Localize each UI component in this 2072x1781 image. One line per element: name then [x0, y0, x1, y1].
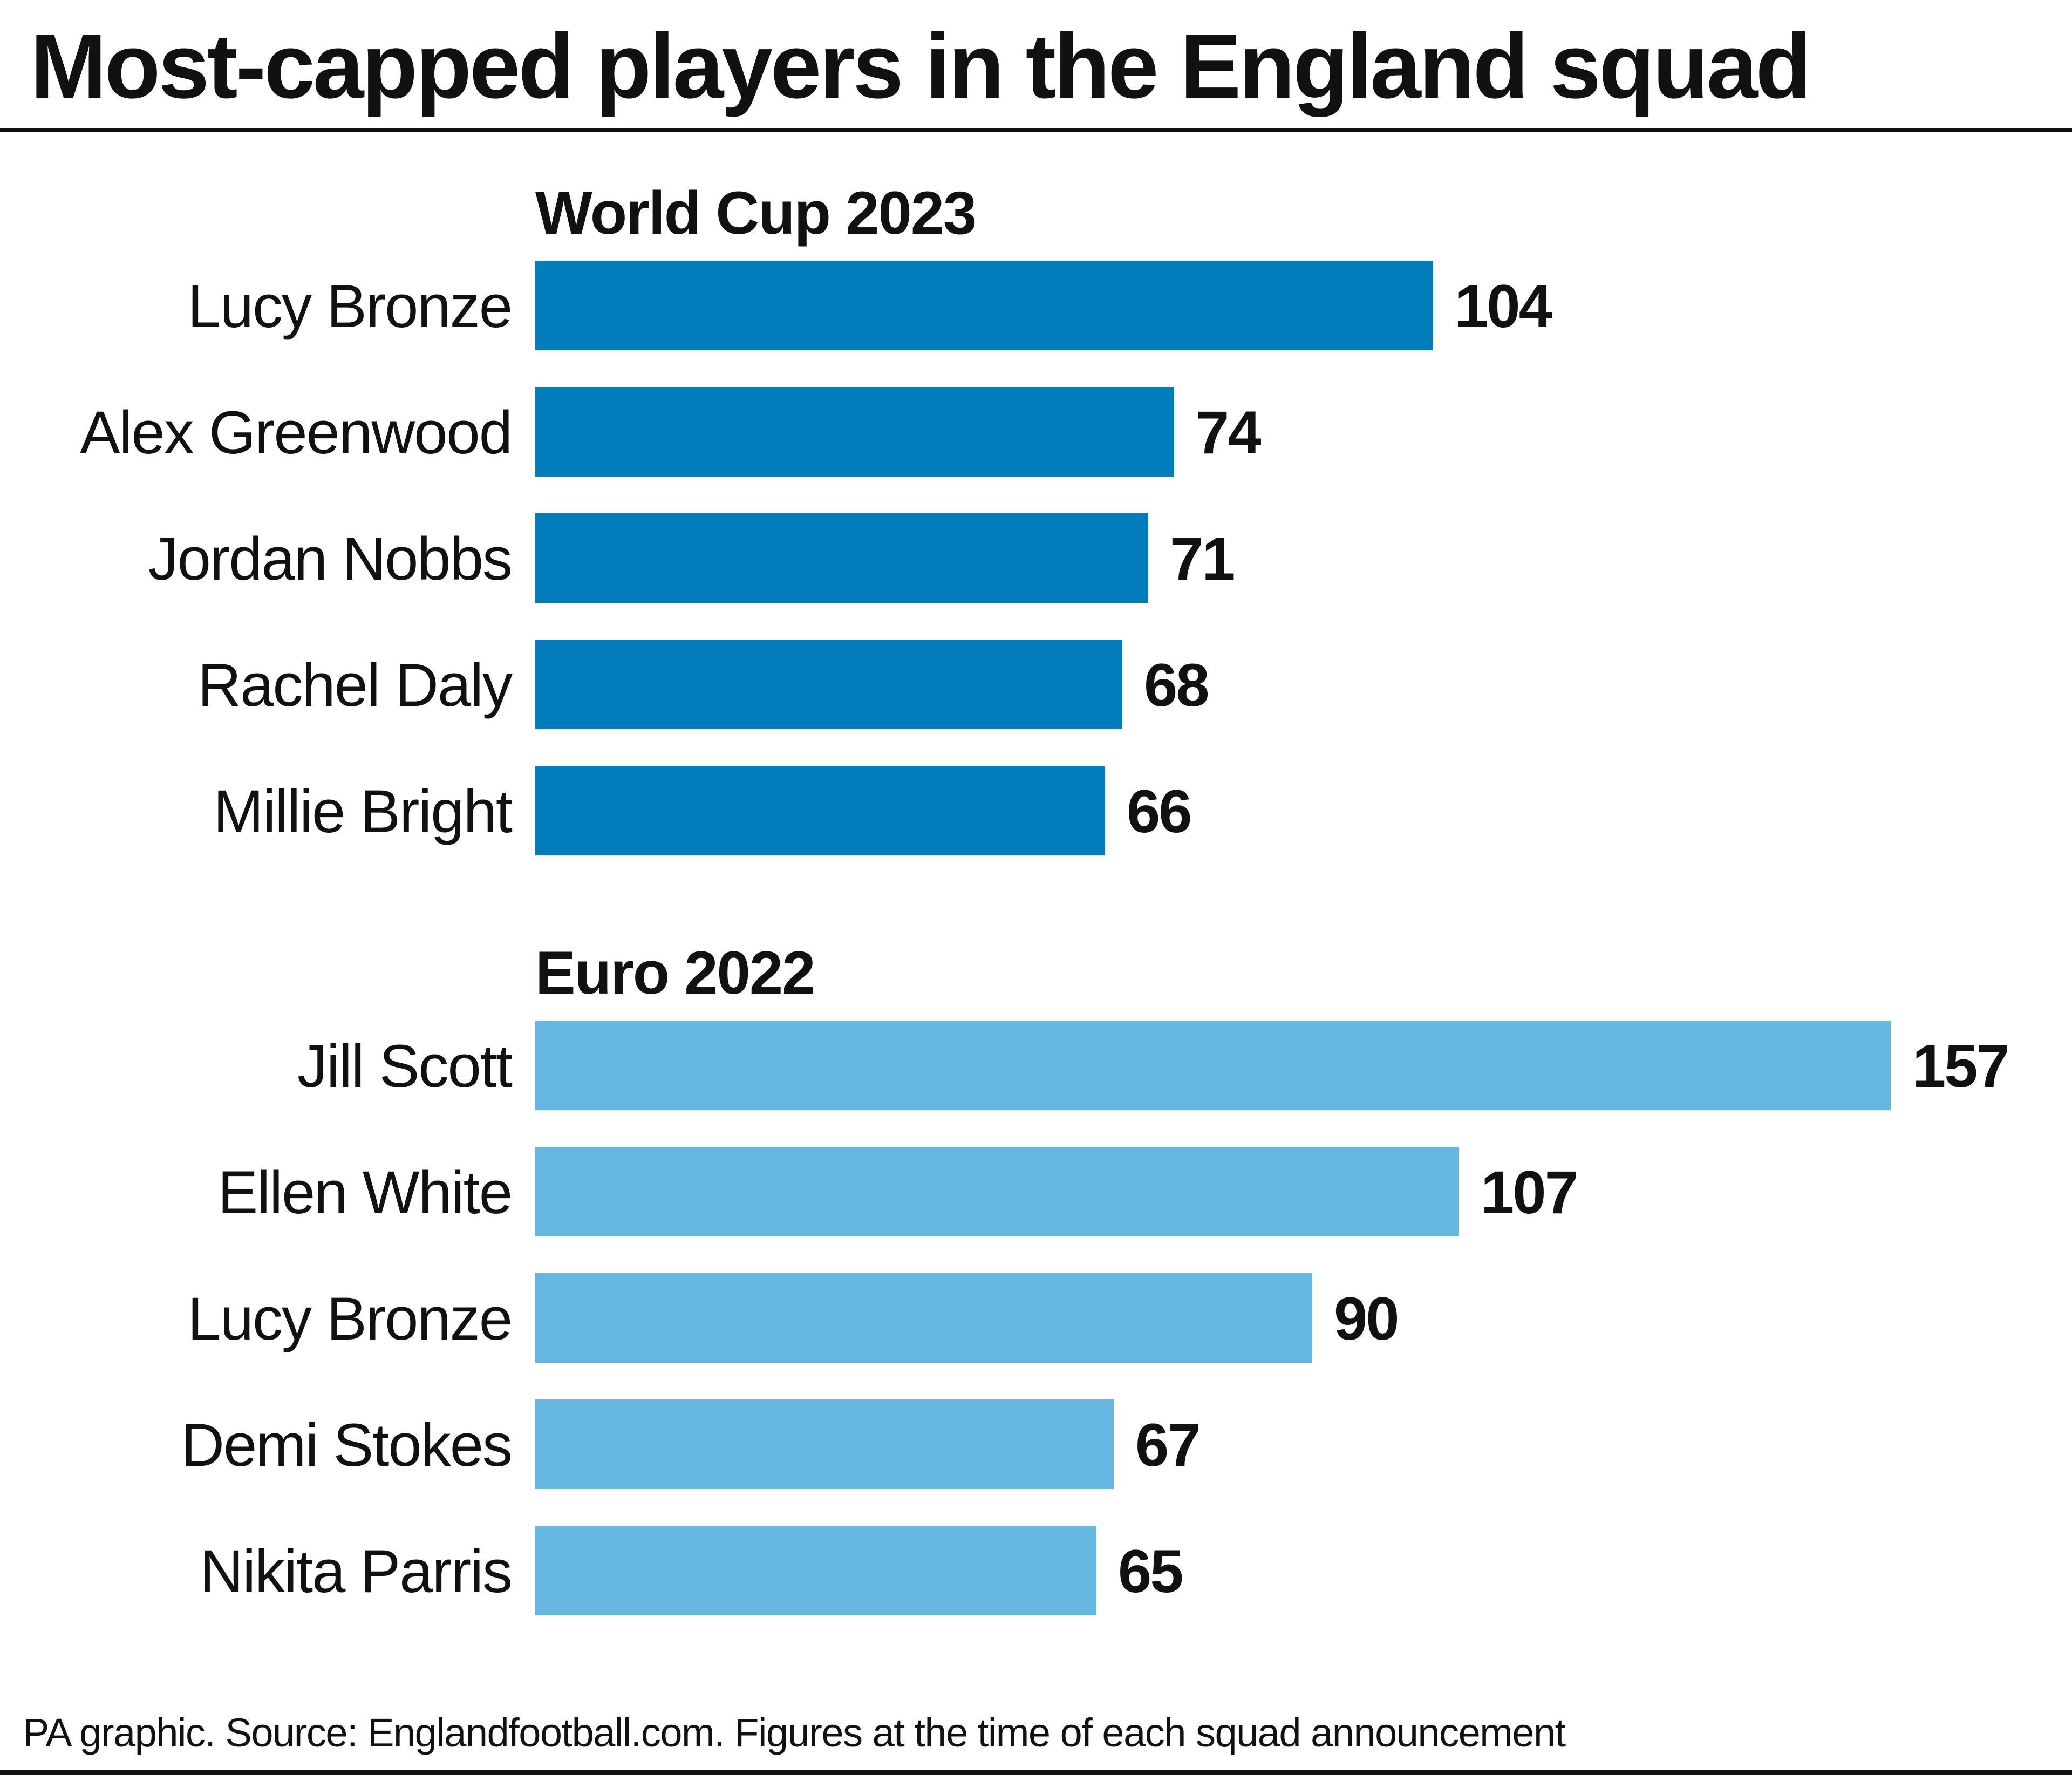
value-label: 90	[1334, 1285, 1398, 1352]
bar-row: Lucy Bronze 104	[187, 261, 1554, 350]
bar	[535, 640, 1122, 729]
bar-row: Jill Scott 157	[297, 1021, 2010, 1110]
value-label: 104	[1455, 273, 1552, 340]
source-note: PA graphic. Source: Englandfootball.com.…	[23, 1710, 1566, 1755]
category-label: Jordan Nobbs	[148, 525, 512, 593]
bar-row: Demi Stokes 67	[181, 1399, 1201, 1489]
category-label: Jill Scott	[297, 1032, 513, 1100]
section-title: Euro 2022	[535, 939, 814, 1007]
value-label: 71	[1170, 525, 1234, 593]
bar-row: Lucy Bronze 90	[187, 1273, 1400, 1363]
bar-row: Rachel Daly 68	[197, 640, 1210, 729]
category-label: Lucy Bronze	[187, 1285, 512, 1352]
bar-row: Nikita Parris 65	[200, 1526, 1184, 1615]
section-title: World Cup 2023	[535, 179, 976, 247]
category-label: Lucy Bronze	[187, 273, 512, 340]
chart-panel-0: World Cup 2023 Lucy Bronze 104 Alex Greenwo…	[80, 179, 1554, 855]
value-label: 68	[1144, 651, 1208, 719]
category-label: Millie Bright	[213, 778, 513, 845]
bar	[535, 513, 1148, 603]
bar	[535, 1147, 1459, 1236]
value-label: 107	[1481, 1159, 1577, 1226]
bar-row: Ellen White 107	[218, 1147, 1578, 1236]
bar	[535, 261, 1433, 350]
chart-panel-1: Euro 2022 Jill Scott 157 Ellen White 107 Lucy…	[181, 939, 2010, 1615]
bar	[535, 387, 1174, 477]
title-divider	[0, 128, 2072, 132]
value-label: 157	[1912, 1032, 2008, 1100]
bar	[535, 1399, 1114, 1489]
bar	[535, 1021, 1891, 1110]
value-label: 65	[1118, 1538, 1182, 1605]
category-label: Demi Stokes	[181, 1411, 512, 1479]
footer-divider	[0, 1770, 2072, 1775]
value-label: 74	[1196, 399, 1261, 466]
value-label: 66	[1127, 778, 1191, 845]
bar-row: Alex Greenwood 74	[80, 387, 1263, 477]
category-label: Ellen White	[218, 1159, 512, 1226]
bar	[535, 1526, 1096, 1615]
bar-row: Millie Bright 66	[213, 766, 1192, 855]
bar	[535, 766, 1105, 855]
page-title: Most-capped players in the England squad	[30, 15, 1811, 118]
bar	[535, 1273, 1312, 1363]
category-label: Rachel Daly	[197, 651, 513, 719]
value-label: 67	[1135, 1411, 1199, 1479]
bar-row: Jordan Nobbs 71	[148, 513, 1236, 603]
category-label: Nikita Parris	[200, 1538, 512, 1605]
category-label: Alex Greenwood	[80, 399, 512, 466]
